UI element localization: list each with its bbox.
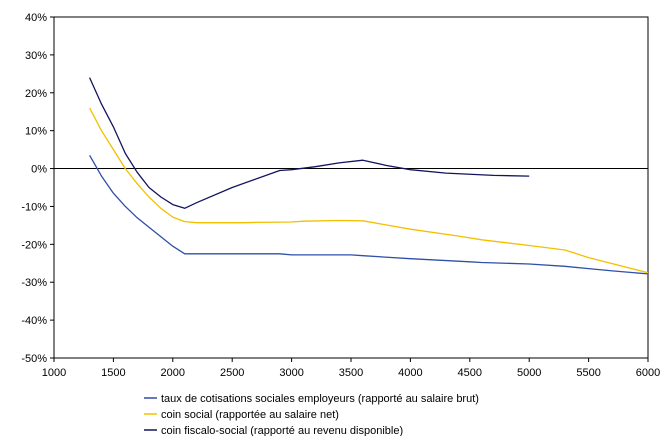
y-tick-label: -40% bbox=[21, 315, 47, 327]
y-tick-label: 0% bbox=[31, 164, 47, 176]
y-tick-label: -50% bbox=[21, 353, 47, 365]
series-line-1 bbox=[89, 154, 649, 275]
x-tick-label: 2000 bbox=[161, 367, 185, 379]
legend-label: taux de cotisations sociales employeurs … bbox=[161, 393, 479, 405]
legend-label: coin fiscalo-social (rapporté au revenu … bbox=[161, 425, 403, 436]
x-tick-label: 5500 bbox=[576, 367, 600, 379]
legend: taux de cotisations sociales employeurs … bbox=[144, 393, 479, 436]
x-tick-label: 2500 bbox=[220, 367, 244, 379]
y-tick-label: 10% bbox=[25, 126, 47, 138]
x-tick-label: 4000 bbox=[398, 367, 422, 379]
y-tick-label: 30% bbox=[25, 50, 47, 62]
x-tick-label: 6000 bbox=[636, 367, 660, 379]
y-tick-label: 20% bbox=[25, 88, 47, 100]
y-tick-label: -30% bbox=[21, 277, 47, 289]
plot-area bbox=[53, 16, 649, 359]
x-tick-label: 1500 bbox=[101, 367, 125, 379]
x-tick-label: 4500 bbox=[458, 367, 482, 379]
y-tick-label: 40% bbox=[25, 12, 47, 24]
x-axis: 1000 1500 2000 2500 3000 3500 4000 4500 5000 5500… bbox=[42, 358, 660, 379]
series-line-3 bbox=[89, 77, 530, 209]
y-tick-label: -20% bbox=[21, 239, 47, 251]
x-tick-label: 3500 bbox=[339, 367, 363, 379]
x-tick-label: 3000 bbox=[279, 367, 303, 379]
x-tick-label: 1000 bbox=[42, 367, 66, 379]
legend-label: coin social (rapportée au salaire net) bbox=[161, 409, 339, 421]
y-tick-label: -10% bbox=[21, 201, 47, 213]
series-line-2 bbox=[89, 107, 649, 274]
y-axis: -50% -40% -30% -20% -10% 0% 10% 20% 30% 40% bbox=[21, 12, 54, 365]
x-tick-label: 5000 bbox=[517, 367, 541, 379]
series-lines bbox=[89, 77, 649, 275]
